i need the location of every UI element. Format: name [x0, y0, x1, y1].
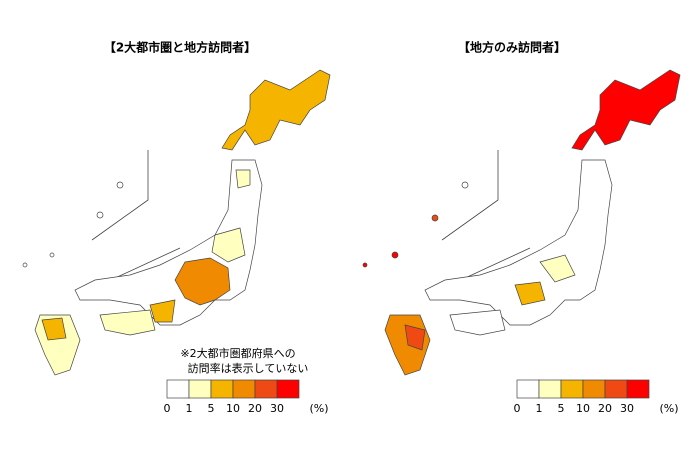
- note: ※2大都市圏都府県への: [180, 346, 295, 360]
- map-right: [362, 69, 681, 376]
- map-title: 【地方のみ訪問者】: [458, 40, 566, 55]
- legend-swatch: [604, 379, 628, 399]
- legend-label: 30: [270, 402, 284, 415]
- legend-swatch: [626, 379, 650, 399]
- map-left: [22, 69, 331, 376]
- map-title: 【2大都市圏と地方訪問者】: [104, 40, 256, 55]
- legend-swatch: [560, 379, 584, 399]
- legend-swatch: [166, 379, 190, 399]
- legend-label: 5: [208, 402, 215, 415]
- note: 訪問率は表示していない: [188, 361, 309, 375]
- legend-swatch: [538, 379, 562, 399]
- legend-swatch: [210, 379, 234, 399]
- legend-label: 10: [576, 402, 590, 415]
- legend-label: 0: [164, 402, 171, 415]
- legend-swatch: [582, 379, 606, 399]
- legend-unit: (%): [659, 402, 678, 415]
- legend-swatch: [188, 379, 212, 399]
- legend-label: 1: [186, 402, 193, 415]
- legend-label: 20: [598, 402, 612, 415]
- legend-swatch: [254, 379, 278, 399]
- legend-swatch: [232, 379, 256, 399]
- legend-swatch: [276, 379, 300, 399]
- legend-label: 20: [248, 402, 262, 415]
- legend-unit: (%): [309, 402, 328, 415]
- legend-label: 10: [226, 402, 240, 415]
- legend-label: 1: [536, 402, 543, 415]
- legend-label: 30: [620, 402, 634, 415]
- legend-label: 0: [514, 402, 521, 415]
- legend-swatch: [516, 379, 540, 399]
- legend-label: 5: [558, 402, 565, 415]
